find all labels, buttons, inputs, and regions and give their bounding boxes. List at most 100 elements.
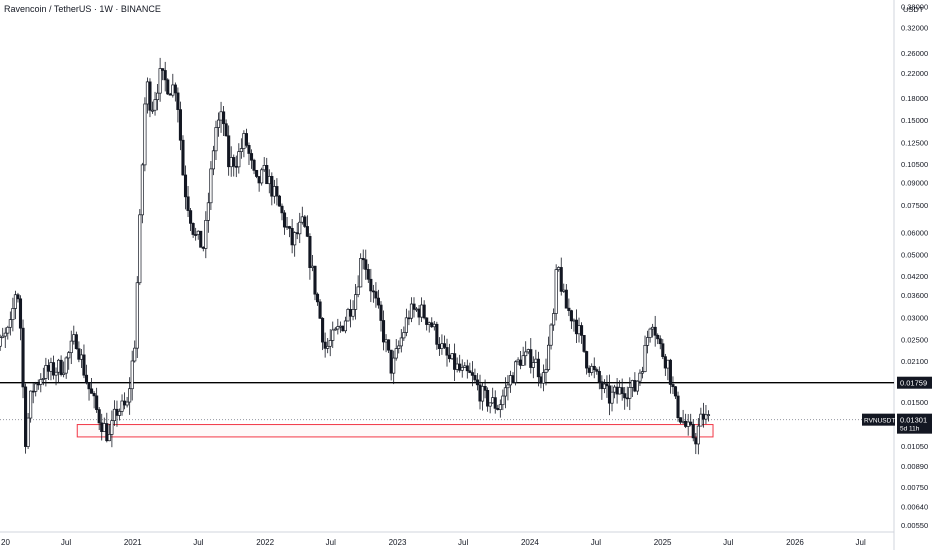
level-price-tag[interactable]	[897, 376, 932, 389]
chart-title: Ravencoin / TetherUS · 1W · BINANCE	[4, 4, 161, 14]
candle-body-17	[41, 378, 45, 380]
candle-body-194	[491, 397, 495, 404]
candle-body-256	[648, 328, 652, 338]
candle-body-210	[531, 362, 535, 368]
candle-body-143	[361, 258, 365, 261]
candle-body-97	[244, 133, 248, 146]
candle-body-20	[49, 362, 53, 372]
candle-body-144	[364, 259, 368, 270]
candle-body-237	[600, 381, 604, 389]
candle-body-137	[346, 309, 350, 322]
candle-body-125	[315, 293, 320, 303]
candle-body-157	[397, 345, 401, 349]
price-tick-label-14: 0.03000	[901, 313, 928, 322]
candle-body-223	[564, 289, 568, 309]
candle-body-4	[8, 319, 12, 328]
price-tick-label-18: 0.01500	[901, 398, 928, 407]
candle-body-264	[668, 359, 672, 385]
candle-body-239	[605, 383, 609, 387]
candle-body-103	[260, 169, 264, 184]
candle-body-218	[552, 313, 556, 326]
candle-body-22	[54, 371, 58, 376]
candle-body-234	[592, 365, 596, 370]
candle-body-262	[663, 356, 667, 369]
price-tick-label-12: 0.04200	[901, 272, 928, 281]
time-tick-label-7: Jul	[458, 538, 468, 547]
candle-body-200	[506, 384, 510, 389]
candle-body-190	[480, 386, 485, 402]
price-tick-label-5: 0.15000	[901, 116, 928, 125]
candle-body-232	[587, 367, 591, 373]
last-price-tag-value: 0.01301	[900, 416, 927, 425]
candle-body-57	[143, 103, 147, 166]
candle-body-113	[285, 226, 289, 228]
candle-body-28	[69, 340, 73, 354]
price-tick-label-10: 0.06000	[901, 228, 928, 237]
candle-body-202	[511, 375, 515, 383]
candle-body-221	[559, 267, 563, 292]
candle-body-217	[549, 324, 553, 346]
candle-body-93	[234, 165, 238, 168]
candle-body-183	[463, 365, 467, 368]
candle-body-149	[376, 297, 381, 306]
candle-body-117	[295, 232, 299, 235]
candle-body-261	[661, 343, 665, 357]
candle-body-14	[34, 383, 38, 392]
candle-body-219	[554, 269, 558, 314]
candle-body-50	[125, 401, 129, 406]
candle-body-269	[681, 420, 685, 423]
candle-body-48	[120, 400, 124, 412]
candle-body-156	[394, 348, 398, 359]
candle-body-211	[534, 358, 538, 363]
candle-body-258	[653, 326, 657, 336]
price-tick-label-2: 0.26000	[901, 49, 928, 58]
candle-body-74	[186, 196, 190, 211]
candle-body-279	[706, 414, 711, 416]
last-price-tag[interactable]	[897, 413, 932, 434]
candle-body-108	[272, 186, 276, 197]
support-zone-rectangle[interactable]	[76, 424, 714, 438]
candle-body-21	[51, 362, 56, 376]
candle-body-166	[420, 304, 424, 318]
candle-body-124	[313, 265, 317, 295]
candle-body-104	[262, 165, 266, 171]
candle-body-13	[31, 390, 35, 393]
candle-body-161	[407, 317, 411, 320]
candle-body-186	[470, 372, 474, 376]
candle-body-25	[62, 372, 66, 375]
candle-body-115	[290, 228, 294, 246]
candle-body-228	[577, 325, 581, 335]
candle-body-87	[219, 111, 223, 121]
candle-body-46	[115, 408, 119, 416]
candle-body-199	[503, 387, 507, 397]
symbol-tag[interactable]	[862, 413, 895, 426]
candle-body-66	[166, 79, 170, 95]
price-tick-label-21: 0.00890	[901, 462, 928, 471]
candle-body-179	[453, 353, 457, 370]
candle-body-212	[536, 358, 540, 378]
candle-body-86	[216, 119, 221, 128]
candle-body-99	[249, 153, 254, 161]
candle-body-122	[308, 236, 312, 268]
candle-body-150	[379, 304, 383, 321]
candle-body-240	[607, 385, 612, 404]
candle-body-63	[158, 68, 162, 94]
candle-body-204	[516, 359, 520, 363]
candle-body-0	[0, 337, 2, 347]
candle-body-158	[399, 337, 403, 347]
price-tick-label-22: 0.00750	[901, 483, 928, 492]
candle-body-42	[105, 423, 109, 442]
candle-body-29	[72, 334, 76, 342]
candle-body-162	[409, 303, 414, 319]
candle-body-259	[656, 334, 660, 340]
candle-body-100	[252, 159, 256, 171]
candle-body-244	[618, 387, 622, 395]
price-tick-label-8: 0.09000	[901, 179, 928, 188]
candle-body-76	[191, 223, 195, 235]
candle-body-242	[613, 386, 617, 393]
price-tick-label-7: 0.10500	[901, 160, 928, 169]
bar-countdown-text: 5d 11h	[900, 426, 920, 433]
candle-body-148	[374, 291, 378, 299]
candle-body-67	[168, 93, 172, 96]
